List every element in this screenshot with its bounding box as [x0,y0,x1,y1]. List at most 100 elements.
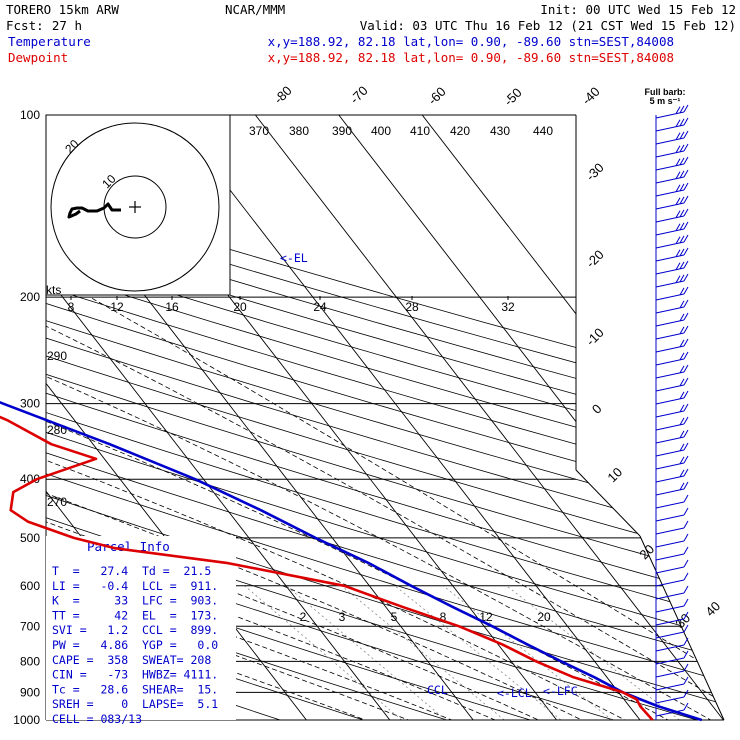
wind-barb [655,468,689,483]
wind-barb [655,637,689,652]
hodograph-trace [67,202,121,219]
barb-shaft [655,631,685,639]
temperature-legend: Temperature [8,34,91,49]
barb-shaft [655,709,685,717]
wind-barb [655,650,689,665]
barb-shaft [655,202,685,210]
isotherm-label: -40 [579,84,603,108]
barb-feather [675,249,681,258]
dry-adiabat [46,115,724,720]
dewpoint-legend: Dewpoint [8,50,68,65]
barb-feather [683,143,689,152]
barb-feather [679,131,685,140]
barb-feather [683,338,689,347]
wind-barb [655,546,689,561]
dry-adiabat [46,115,481,720]
barb-feather [679,378,685,387]
isotherm-label: -10 [583,325,607,349]
dewpoint-location: x,y=188.92, 82.18 lat,lon= 0.90, -89.60 … [268,50,674,65]
theta-e-label: 420 [450,124,470,138]
dewpoint-curve [0,415,654,721]
dry-adiabat [46,115,724,720]
dry-adiabat [46,115,724,720]
barb-feather [683,676,689,685]
speed-scale-label: 28 [405,300,419,314]
barb-feather [679,391,685,400]
barb-feather [679,105,685,114]
barb-shaft [655,163,685,171]
mixing-ratio-line [442,585,613,720]
isotherm-label: -30 [583,160,607,184]
source-label: NCAR/MMM [225,2,285,17]
wind-barb [655,572,689,587]
valid-time: Valid: 03 UTC Thu 16 Feb 12 (21 CST Wed … [360,18,736,33]
barb-feather [683,585,689,594]
pressure-label: 700 [20,619,40,633]
dry-adiabat [46,115,724,720]
parcel-info-panel: Parcel Info T = 27.4 Td = 21.5LI = -0.4 … [46,536,236,726]
dry-adiabat [46,115,724,720]
moist-adiabat [46,296,724,720]
wind-barb [655,559,689,574]
barb-shaft [655,280,685,288]
barb-feather [683,260,689,269]
barb-feather [683,403,689,412]
hodograph-ring-outer [50,122,220,292]
barb-shaft [655,618,685,626]
isotherm-label: 10 [604,464,625,485]
isotherm-line [46,115,391,720]
barb-shaft [655,527,685,535]
barb-shaft [655,371,685,379]
dry-adiabat [46,115,724,720]
barb-shaft [655,319,685,327]
moist-adiabat [46,296,692,720]
wind-barb [655,611,689,626]
barb-shaft [655,384,685,392]
barb-feather [683,117,689,126]
barb-shaft [655,410,685,418]
barb-shaft [655,475,685,483]
barb-shaft [655,306,685,314]
theta-e-label: 430 [490,124,510,138]
wind-barb [655,702,689,717]
model-name: TORERO 15km ARW [6,2,119,17]
wind-barb [655,364,689,379]
isotherm-line [255,115,724,720]
theta-e-label: 370 [249,124,269,138]
speed-scale-label: 20 [233,300,247,314]
pressure-label: 300 [20,397,40,411]
wind-barb [655,689,689,704]
speed-scale-label: 32 [501,300,515,314]
barb-feather [679,196,685,205]
dry-adiabat [46,115,724,720]
pressure-label: 600 [20,579,40,593]
barb-feather [683,104,689,113]
barb-feather [679,482,685,491]
forecast-hours: 27 h [52,18,82,33]
dry-adiabat [46,115,724,720]
barb-feather [683,299,689,308]
barb-shaft [655,566,685,574]
wind-barb [655,208,689,223]
barb-feather [675,132,681,141]
moist-adiabat [46,296,609,720]
wind-barbs [655,104,689,720]
pressure-label: 900 [20,685,40,699]
barb-feather [675,106,681,115]
barb-feather [683,169,689,178]
isotherm-line [171,115,641,720]
theta-label: 270 [47,495,67,509]
barb-feather [683,156,689,165]
barb-shaft [655,644,685,652]
kts-label: kts [46,283,61,297]
isotherm-label: -70 [347,83,371,107]
barb-shaft [655,241,685,249]
wind-barb [655,520,689,535]
barb-legend-title: Full barb: [645,87,686,97]
wind-barb [655,117,689,132]
wind-barb [655,130,689,145]
barb-feather [683,481,689,490]
moist-adiabat [46,296,651,720]
parcel-info-row: K = 33 LFC = 903. [52,594,218,608]
wind-barb [655,247,689,262]
